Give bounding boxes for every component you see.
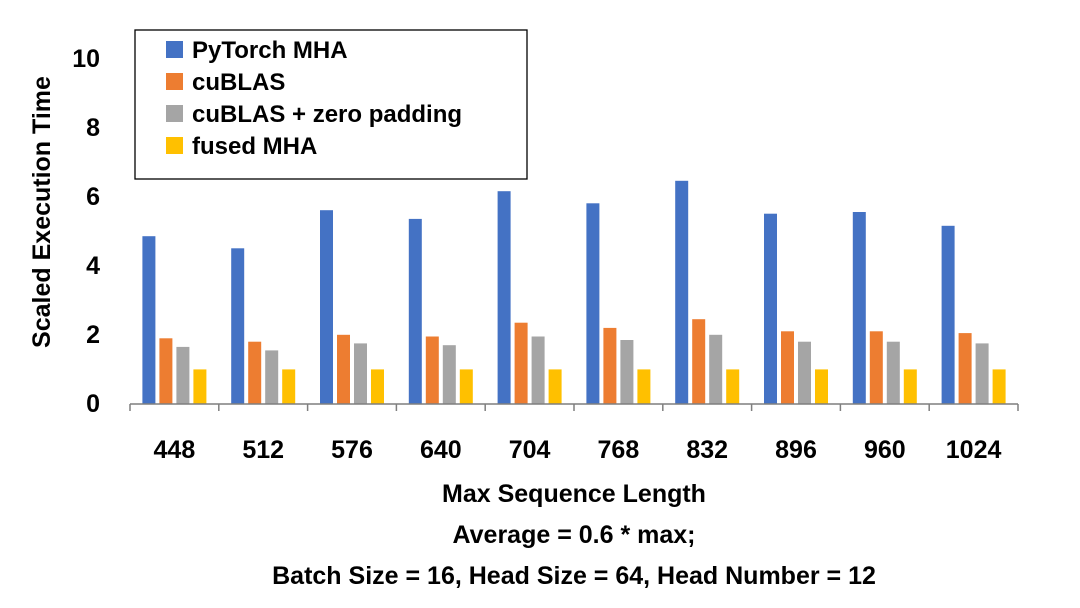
x-tick-label: 512 bbox=[242, 436, 284, 464]
y-tick-label: 10 bbox=[72, 45, 100, 73]
x-tick-label: 832 bbox=[686, 436, 728, 464]
bar bbox=[442, 345, 456, 404]
bar bbox=[992, 369, 1006, 404]
bar bbox=[620, 340, 634, 404]
bar bbox=[675, 180, 689, 404]
bar bbox=[320, 210, 333, 404]
bar bbox=[408, 218, 422, 404]
x-tick-label: 448 bbox=[154, 436, 196, 464]
bar bbox=[337, 334, 350, 404]
bar bbox=[852, 212, 866, 404]
bar bbox=[781, 331, 794, 404]
x-axis-ticks bbox=[129, 404, 1019, 411]
x-axis-title: Max Sequence Length bbox=[442, 480, 706, 508]
legend-label: PyTorch MHA bbox=[192, 37, 348, 64]
bar-series-group bbox=[142, 180, 1006, 404]
x-tick-labels: 448 512 576 640 704 768 832 896 960 1024 bbox=[154, 436, 1002, 464]
bar bbox=[903, 369, 917, 404]
bar bbox=[548, 369, 562, 404]
bar bbox=[637, 369, 651, 404]
legend-swatch bbox=[166, 73, 183, 90]
bar bbox=[371, 369, 384, 404]
legend-swatch bbox=[166, 105, 183, 122]
bar bbox=[692, 319, 706, 404]
y-tick-label: 0 bbox=[86, 390, 100, 418]
y-tick-label: 4 bbox=[86, 252, 100, 280]
bar bbox=[941, 225, 955, 404]
x-tick-label: 960 bbox=[864, 436, 906, 464]
bar bbox=[497, 191, 511, 404]
bar bbox=[193, 369, 207, 404]
bar bbox=[975, 343, 989, 404]
bar bbox=[603, 327, 617, 404]
y-tick-labels: 0 2 4 6 8 10 bbox=[72, 45, 100, 418]
chart-legend: PyTorch MHA cuBLAS cuBLAS + zero padding fu… bbox=[134, 29, 528, 180]
bar bbox=[425, 336, 439, 404]
y-tick-label: 8 bbox=[86, 114, 100, 142]
bar bbox=[265, 350, 279, 404]
legend-label: cuBLAS + zero padding bbox=[192, 101, 462, 128]
bar bbox=[958, 333, 972, 404]
bar bbox=[709, 334, 723, 404]
bar bbox=[726, 369, 740, 404]
y-tick-label: 2 bbox=[86, 321, 100, 349]
bar bbox=[354, 343, 367, 404]
bar bbox=[142, 236, 156, 404]
y-tick-label: 6 bbox=[86, 183, 100, 211]
bar bbox=[248, 341, 262, 404]
y-axis-title: Scaled Execution Time bbox=[28, 76, 56, 348]
x-tick-label: 704 bbox=[509, 436, 551, 464]
x-tick-label: 896 bbox=[775, 436, 817, 464]
bar bbox=[815, 369, 828, 404]
bar bbox=[586, 203, 600, 404]
bar bbox=[869, 331, 883, 404]
legend-swatch bbox=[166, 137, 183, 154]
x-tick-label: 1024 bbox=[946, 436, 1002, 464]
bar bbox=[282, 369, 296, 404]
bar bbox=[531, 336, 545, 404]
bar bbox=[231, 248, 245, 404]
bar bbox=[514, 322, 528, 404]
bar bbox=[764, 213, 777, 404]
bar bbox=[176, 346, 190, 404]
chart-note-config: Batch Size = 16, Head Size = 64, Head Nu… bbox=[272, 562, 876, 590]
x-tick-label: 576 bbox=[331, 436, 373, 464]
x-tick-label: 640 bbox=[420, 436, 462, 464]
chart-note-average: Average = 0.6 * max; bbox=[453, 521, 696, 549]
bar bbox=[159, 338, 173, 404]
x-tick-label: 768 bbox=[598, 436, 640, 464]
bar bbox=[886, 341, 900, 404]
legend-swatch bbox=[166, 41, 183, 58]
bar bbox=[798, 341, 811, 404]
legend-box bbox=[134, 29, 528, 180]
legend-label: cuBLAS bbox=[192, 69, 285, 96]
bar bbox=[459, 369, 473, 404]
legend-label: fused MHA bbox=[192, 133, 317, 160]
